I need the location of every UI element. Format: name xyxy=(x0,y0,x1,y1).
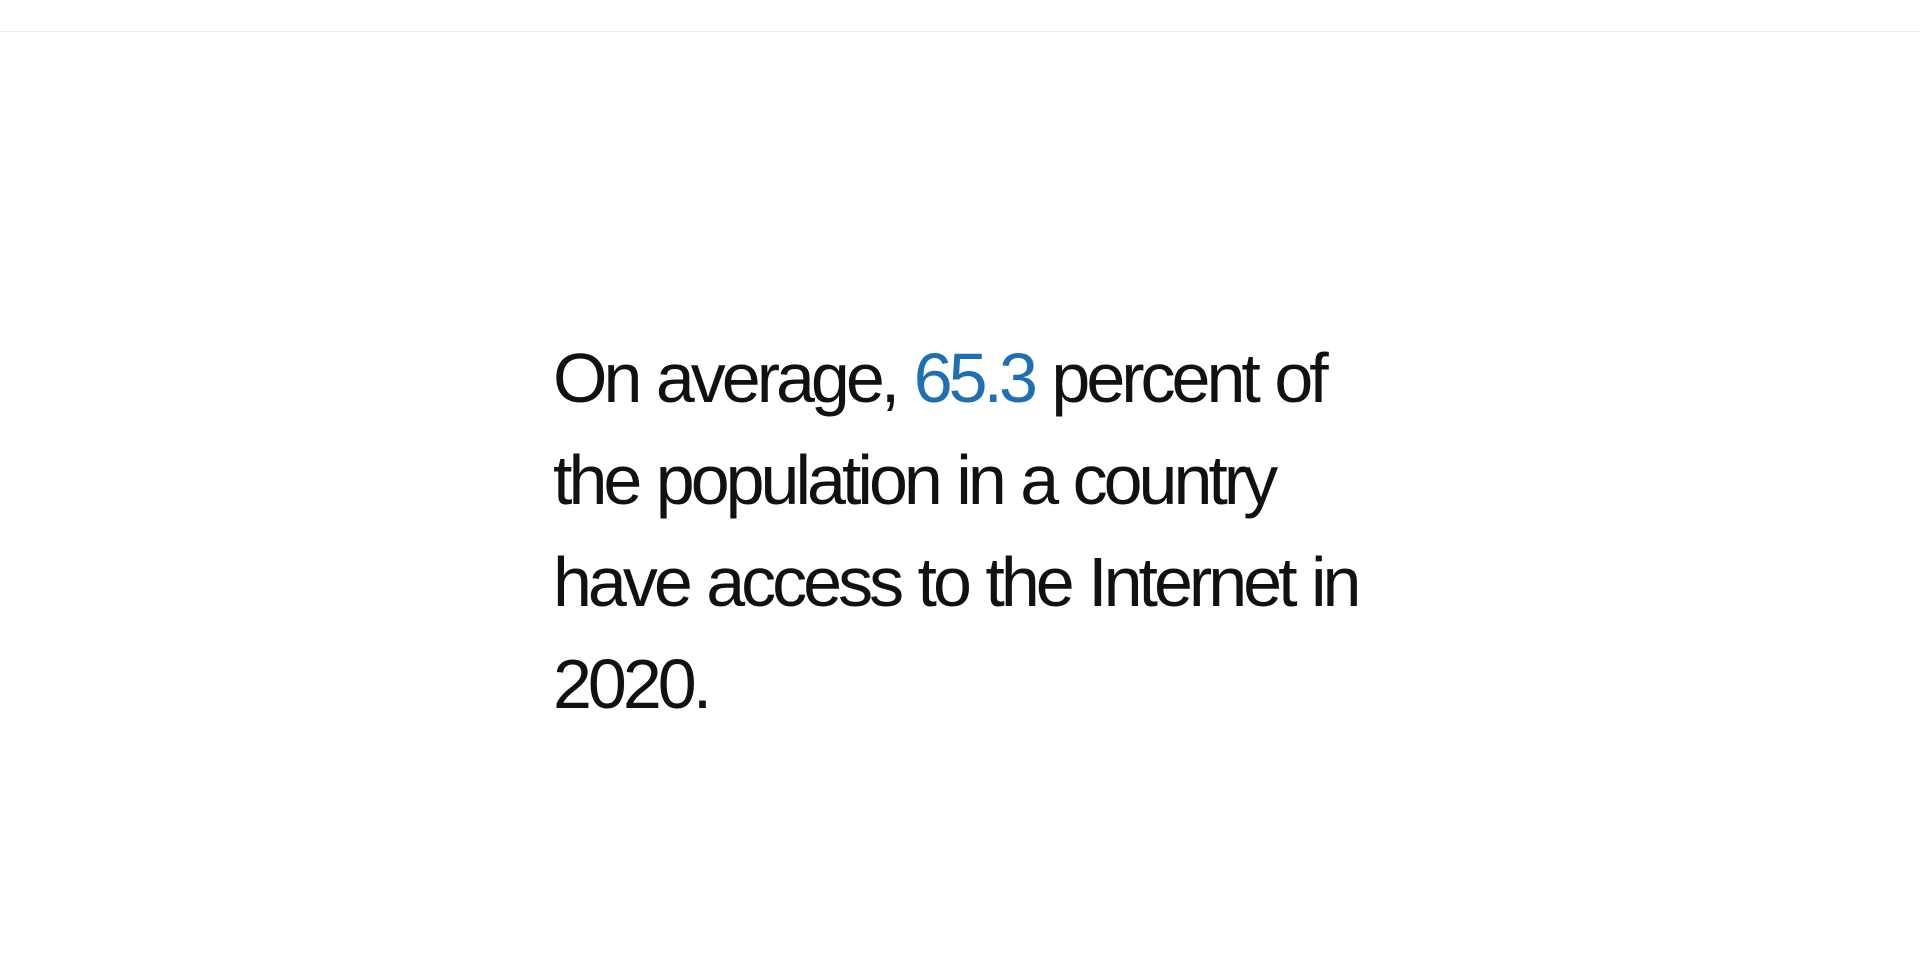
headline-statement: On average, 65.3 percent of the populati… xyxy=(553,327,1393,735)
highlighted-value: 65.3 xyxy=(913,339,1038,417)
statement-suffix: percent of the population in a country h… xyxy=(553,339,1361,723)
statement-prefix: On average, xyxy=(553,339,914,417)
top-divider xyxy=(0,31,1920,32)
